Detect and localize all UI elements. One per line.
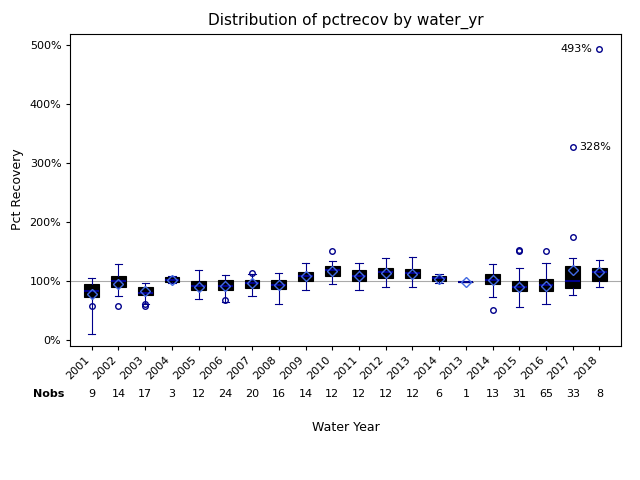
- Text: 493%: 493%: [561, 45, 593, 55]
- Text: Water Year: Water Year: [312, 420, 380, 434]
- Text: 12: 12: [191, 389, 205, 398]
- PathPatch shape: [218, 280, 233, 290]
- Text: 31: 31: [512, 389, 526, 398]
- Text: 9: 9: [88, 389, 95, 398]
- PathPatch shape: [191, 281, 206, 290]
- Text: 16: 16: [272, 389, 286, 398]
- PathPatch shape: [244, 280, 259, 288]
- Text: 1: 1: [462, 389, 469, 398]
- Text: 3: 3: [168, 389, 175, 398]
- Text: 12: 12: [405, 389, 419, 398]
- PathPatch shape: [539, 279, 554, 291]
- PathPatch shape: [84, 284, 99, 297]
- PathPatch shape: [298, 272, 313, 281]
- Title: Distribution of pctrecov by water_yr: Distribution of pctrecov by water_yr: [208, 13, 483, 29]
- Text: 20: 20: [245, 389, 259, 398]
- PathPatch shape: [138, 287, 152, 295]
- Text: 13: 13: [486, 389, 500, 398]
- Y-axis label: Pct Recovery: Pct Recovery: [11, 149, 24, 230]
- PathPatch shape: [325, 266, 340, 276]
- Text: 12: 12: [379, 389, 393, 398]
- PathPatch shape: [378, 268, 393, 278]
- PathPatch shape: [565, 266, 580, 288]
- Text: 14: 14: [298, 389, 312, 398]
- Text: 24: 24: [218, 389, 232, 398]
- Text: 328%: 328%: [580, 142, 612, 152]
- Text: 65: 65: [539, 389, 553, 398]
- Text: 6: 6: [436, 389, 443, 398]
- PathPatch shape: [351, 270, 366, 281]
- PathPatch shape: [485, 274, 500, 284]
- Text: Nobs: Nobs: [33, 389, 64, 398]
- Text: 12: 12: [352, 389, 366, 398]
- Text: 12: 12: [325, 389, 339, 398]
- PathPatch shape: [512, 281, 527, 291]
- PathPatch shape: [592, 268, 607, 281]
- Text: 33: 33: [566, 389, 580, 398]
- PathPatch shape: [405, 269, 420, 278]
- PathPatch shape: [164, 277, 179, 282]
- PathPatch shape: [432, 276, 447, 281]
- PathPatch shape: [271, 280, 286, 289]
- Text: 8: 8: [596, 389, 603, 398]
- Text: 14: 14: [111, 389, 125, 398]
- Text: 17: 17: [138, 389, 152, 398]
- PathPatch shape: [111, 276, 126, 287]
